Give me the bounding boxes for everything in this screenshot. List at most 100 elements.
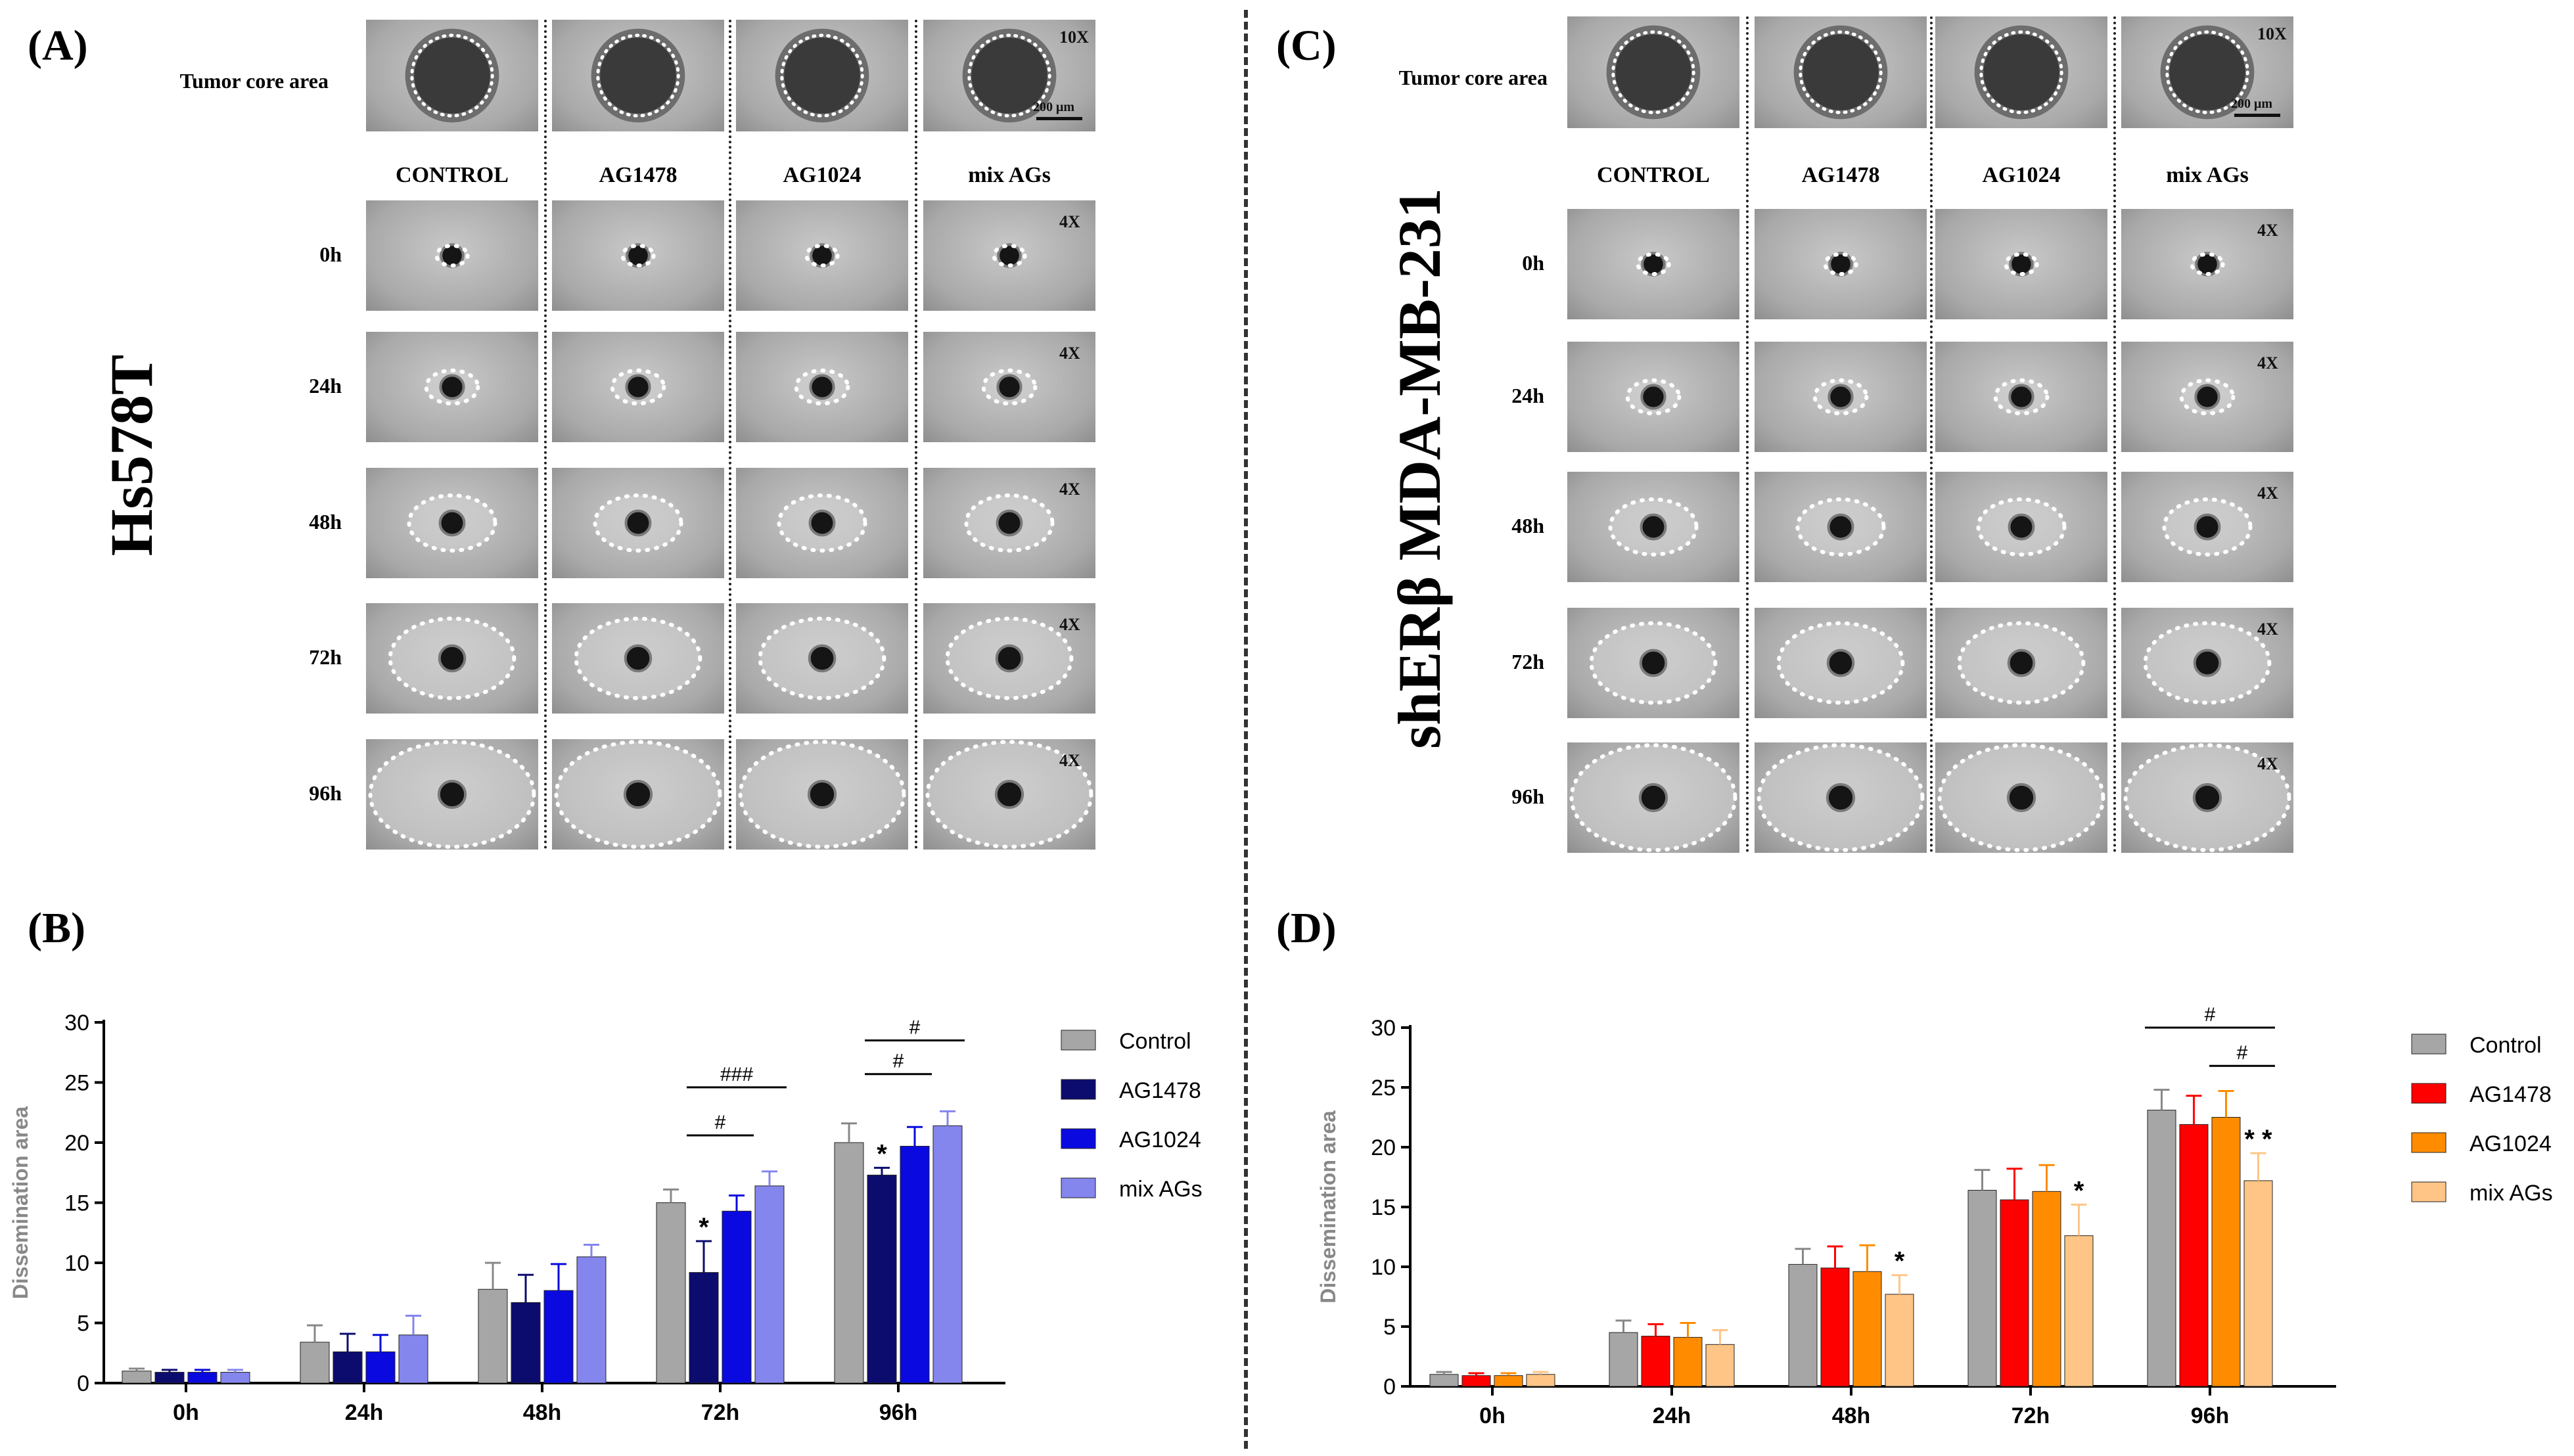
bar-ag1478-0h bbox=[154, 1372, 185, 1384]
bar-mix-ags-48h bbox=[1885, 1294, 1914, 1387]
panel-a-tile-96h-4-micrograph bbox=[925, 740, 1093, 849]
panel-a-core-tile-4-micrograph bbox=[962, 28, 1057, 123]
panel-c-core-tile-1 bbox=[1567, 16, 1739, 128]
panel-a-tile-0h-2 bbox=[552, 200, 724, 311]
panel-c-tile-96h-3 bbox=[1935, 742, 2107, 853]
panel-a-column-separator bbox=[543, 20, 547, 850]
panel-a-tile-72h-1-micrograph bbox=[388, 616, 517, 700]
significance-hash: ### bbox=[720, 1064, 753, 1085]
bar-ag1024-24h bbox=[1673, 1336, 1703, 1387]
x-tick-label-24h: 24h bbox=[1653, 1403, 1691, 1428]
x-tick-label-72h: 72h bbox=[701, 1400, 740, 1425]
bar-ag1024-96h bbox=[2211, 1117, 2241, 1387]
panel-c-core-tile-4 bbox=[2121, 16, 2293, 128]
panel-a-row-96h: 96h bbox=[309, 781, 342, 805]
bar-ag1478-72h bbox=[689, 1272, 719, 1384]
panel-a-tile-96h-4 bbox=[923, 739, 1095, 850]
panel-divider bbox=[1244, 10, 1248, 1449]
legend-label-mix-ags: mix AGs bbox=[1119, 1177, 1203, 1202]
panel-a-magnification-0h: 4X bbox=[1059, 212, 1080, 231]
panel-c-core-tile-1-micrograph bbox=[1606, 25, 1701, 120]
panel-c-letter: (C) bbox=[1276, 22, 1337, 70]
panel-a-tile-96h-1-micrograph bbox=[368, 740, 536, 849]
panel-d-letter: (D) bbox=[1276, 904, 1337, 952]
significance-hash: # bbox=[909, 1016, 921, 1038]
panel-c-col-ag1024: AG1024 bbox=[1982, 163, 2061, 187]
chart-b: 0 5 10 15 20 25 30 Dissemination area 0h 24h 48h 72… bbox=[9, 1011, 1203, 1425]
bar-ag1024-48h bbox=[1852, 1271, 1882, 1387]
panel-c-tile-48h-3 bbox=[1935, 472, 2107, 582]
panel-a-cell-line: Hs578T bbox=[98, 354, 165, 557]
panel-c-magnification-48h: 4X bbox=[2257, 484, 2278, 503]
panel-a-scale-label: 200 μm bbox=[1033, 100, 1074, 114]
bar-mix-ags-24h bbox=[398, 1334, 428, 1384]
panel-c-tile-48h-2 bbox=[1755, 472, 1927, 582]
bar-mix-ags-0h bbox=[220, 1372, 250, 1384]
y-tick-label: 20 bbox=[1371, 1135, 1396, 1160]
panel-a-core-tile-4 bbox=[923, 20, 1095, 131]
panel-c-core-label: Tumor core area bbox=[1398, 66, 1548, 89]
panel-c-tile-48h-4 bbox=[2121, 472, 2293, 582]
bar-mix-ags-48h bbox=[576, 1256, 607, 1384]
panel-c-tile-0h-3 bbox=[1935, 209, 2107, 319]
panel-a-row-0h: 0h bbox=[319, 242, 342, 266]
legend-swatch-ag1478 bbox=[2411, 1083, 2447, 1104]
y-tick-label: 30 bbox=[1371, 1016, 1396, 1041]
legend-label-ag1478: AG1478 bbox=[1119, 1078, 1201, 1103]
panel-c-column-separator bbox=[1745, 16, 1749, 853]
panel-a-tile-72h-2-micrograph bbox=[574, 616, 702, 700]
panel-c-tile-48h-4-micrograph bbox=[2162, 497, 2253, 557]
panel-c-cell-line: shERβ MDA-MB-231 bbox=[1386, 188, 1453, 749]
panel-c-tile-72h-2 bbox=[1755, 608, 1927, 718]
panel-c-tile-72h-4-micrograph bbox=[2143, 621, 2272, 705]
panel-a-tile-72h-4-micrograph bbox=[945, 616, 1074, 700]
panel-a-tile-24h-2-micrograph bbox=[610, 368, 666, 406]
panel-a-tile-96h-3 bbox=[736, 739, 908, 850]
legend-swatch-control bbox=[1061, 1030, 1096, 1051]
legend-swatch-ag1024 bbox=[1061, 1128, 1096, 1149]
panel-c-core-tile-2-micrograph bbox=[1793, 25, 1888, 120]
y-tick-label: 15 bbox=[64, 1191, 89, 1216]
significance-hash: # bbox=[2205, 1004, 2216, 1026]
panel-c-tile-24h-3-micrograph bbox=[1993, 378, 2050, 416]
y-tick-label: 15 bbox=[1371, 1195, 1396, 1220]
panel-c-tile-48h-3-micrograph bbox=[1976, 497, 2067, 557]
panel-a-tile-24h-1-micrograph bbox=[424, 368, 480, 406]
bar-ag1024-0h bbox=[1494, 1375, 1523, 1387]
panel-c-tile-24h-2 bbox=[1755, 342, 1927, 452]
legend-swatch-ag1478 bbox=[1061, 1079, 1096, 1100]
panel-a-tile-72h-3 bbox=[736, 603, 908, 714]
panel-a-tile-0h-1 bbox=[366, 200, 538, 311]
panel-c-tile-0h-1 bbox=[1567, 209, 1739, 319]
panel-c-tile-24h-4-micrograph bbox=[2179, 378, 2236, 416]
legend-label-control: Control bbox=[2470, 1033, 2542, 1058]
x-tick-label-24h: 24h bbox=[345, 1400, 384, 1425]
panel-c-tile-24h-3 bbox=[1935, 342, 2107, 452]
panel-c-tile-0h-4-micrograph bbox=[2190, 252, 2225, 277]
panel-a-tile-0h-1-micrograph bbox=[434, 243, 470, 268]
significance-star: * bbox=[877, 1139, 887, 1168]
panel-a-tile-0h-4-micrograph bbox=[992, 243, 1027, 268]
significance-hash: # bbox=[2237, 1042, 2248, 1064]
bar-control-24h bbox=[1609, 1332, 1638, 1387]
panel-a-tile-0h-3 bbox=[736, 200, 908, 311]
panel-c-row-0h: 0h bbox=[1522, 251, 1544, 275]
y-tick-label: 0 bbox=[1383, 1375, 1396, 1399]
panel-c-row-72h: 72h bbox=[1511, 650, 1544, 673]
bar-control-24h bbox=[300, 1342, 330, 1384]
panel-a-scale-bar bbox=[1036, 117, 1082, 120]
panel-a-col-ag1478: AG1478 bbox=[599, 163, 678, 187]
panel-c-col-ag1478: AG1478 bbox=[1801, 163, 1880, 187]
bar-ag1024-24h bbox=[365, 1351, 396, 1384]
panel-a-tile-24h-4 bbox=[923, 332, 1095, 442]
bar-control-72h bbox=[656, 1202, 686, 1384]
panel-c-col-control: CONTROL bbox=[1597, 163, 1710, 187]
y-tick-label: 30 bbox=[64, 1011, 89, 1035]
bar-ag1024-72h bbox=[2032, 1191, 2061, 1387]
panel-a-magnification-96h: 4X bbox=[1059, 751, 1080, 770]
panel-c-core-tile-4-micrograph bbox=[2160, 25, 2255, 120]
y-tick-label: 20 bbox=[64, 1131, 89, 1156]
x-tick-label-48h: 48h bbox=[523, 1400, 562, 1425]
panel-c-column-separator bbox=[2113, 16, 2116, 853]
panel-c-tile-96h-1 bbox=[1567, 742, 1739, 853]
